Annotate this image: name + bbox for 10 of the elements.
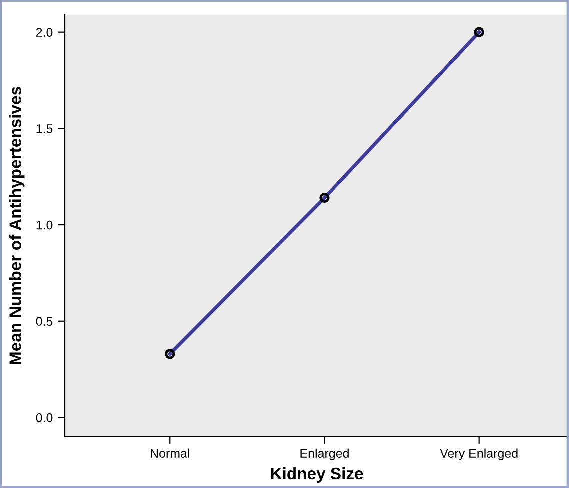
y-tick-label: 1.0 <box>36 220 53 230</box>
y-tick-label: 0.0 <box>36 414 53 422</box>
x-tick-label: Very Enlarged <box>440 448 518 460</box>
y-axis-title: Mean Number of Antihypertensives <box>9 87 25 364</box>
y-tick-label: 1.5 <box>36 124 53 134</box>
x-axis-title: Kidney Size <box>271 467 364 483</box>
y-tick-label: 2.0 <box>36 28 53 37</box>
x-tick-label: Normal <box>151 448 190 458</box>
x-tick-label: Enlarged <box>300 448 349 460</box>
y-tick-label: 0.5 <box>36 317 53 326</box>
